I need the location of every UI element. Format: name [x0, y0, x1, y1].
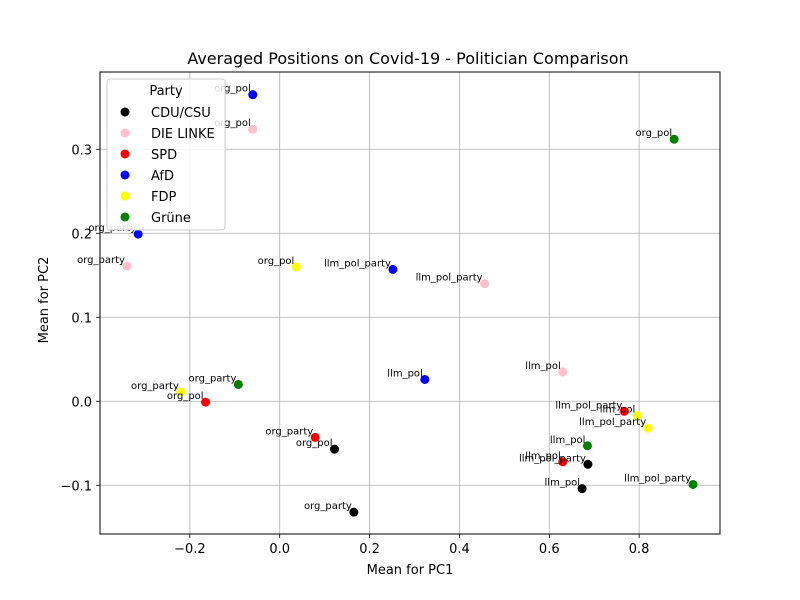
legend-title: Party	[149, 84, 183, 99]
y-axis-title: Mean for PC2	[37, 257, 52, 344]
point-label: org_pol	[167, 391, 204, 402]
x-tick-label: 0.8	[629, 542, 650, 557]
point-label: org_party	[131, 381, 179, 392]
data-point	[688, 479, 698, 489]
data-point	[577, 484, 587, 494]
legend-entry: SPD	[151, 148, 177, 163]
point-label: org_pol	[214, 84, 251, 95]
data-point	[291, 262, 301, 272]
x-tick-label: 0.0	[269, 542, 290, 557]
data-point	[669, 134, 679, 144]
data-point	[310, 432, 320, 442]
legend-marker	[120, 191, 130, 201]
point-label: llm_pol_party	[555, 400, 622, 411]
data-point	[133, 229, 143, 239]
point-label: llm_pol_party	[324, 258, 391, 269]
data-point	[619, 406, 629, 416]
point-label: llm_pol	[525, 361, 561, 372]
point-label: llm_pol	[600, 405, 636, 416]
plot-frame	[99, 71, 721, 535]
x-tick-label: −0.2	[174, 542, 206, 557]
data-point	[201, 397, 211, 407]
y-tick-label: 0.2	[71, 227, 92, 242]
x-axis-title: Mean for PC1	[367, 563, 454, 578]
data-point	[582, 441, 592, 451]
y-tick-label: 0.1	[71, 311, 92, 326]
legend-marker	[120, 107, 130, 117]
point-label: org_pol	[636, 128, 673, 139]
y-tick-label: 0.0	[71, 395, 92, 410]
point-label: llm_pol	[525, 451, 561, 462]
data-point	[388, 264, 398, 274]
point-label: org_party	[189, 373, 237, 384]
point-label: org_pol	[296, 438, 333, 449]
data-point	[420, 374, 430, 384]
y-tick-label: −0.1	[60, 479, 92, 494]
data-point	[248, 90, 258, 100]
point-label: org_party	[304, 501, 352, 512]
point-label: org_pol	[258, 256, 295, 267]
data-point	[176, 387, 186, 397]
point-label: org_pol	[214, 118, 251, 129]
point-label: llm_pol_party	[519, 453, 586, 464]
data-point	[233, 379, 243, 389]
axis-ticks: −0.2 0.0 0.2 0.4 0.6 0.8 −0.1 0.0 0.1 0.2 0.3	[60, 143, 649, 557]
data-point	[632, 411, 642, 421]
point-label: llm_pol	[387, 368, 423, 379]
data-point	[480, 279, 490, 289]
point-label: llm_pol_party	[416, 273, 483, 284]
point-label: org_party	[77, 255, 125, 266]
legend: Party CDU/CSU DIE LINKE SPD AfD FDP Grüne	[106, 78, 226, 231]
data-point	[349, 507, 359, 517]
data-point	[558, 367, 568, 377]
legend-entry: Grüne	[151, 211, 191, 226]
data-point	[558, 457, 568, 467]
legend-marker	[120, 170, 130, 180]
data-point	[330, 444, 340, 454]
legend-marker	[120, 212, 130, 222]
point-label: llm_pol_party	[624, 473, 691, 484]
legend-entry: CDU/CSU	[151, 106, 211, 121]
y-tick-label: 0.3	[71, 143, 92, 158]
point-label: llm_pol_party	[579, 417, 646, 428]
legend-marker	[120, 149, 130, 159]
data-point	[248, 124, 258, 134]
data-point	[122, 261, 132, 271]
point-label: llm_pol	[545, 478, 581, 489]
point-label: org_party	[265, 426, 313, 437]
legend-entry: AfD	[151, 169, 174, 184]
data-point	[643, 423, 653, 433]
legend-entry: FDP	[151, 190, 176, 205]
legend-entry: DIE LINKE	[151, 127, 215, 142]
point-label: llm_pol	[550, 435, 586, 446]
data-point	[583, 459, 593, 469]
data-points	[122, 90, 698, 517]
legend-marker	[120, 128, 130, 138]
chart-title: Averaged Positions on Covid-19 - Politic…	[187, 49, 628, 68]
x-tick-label: 0.2	[359, 542, 380, 557]
legend-box	[106, 78, 226, 231]
x-tick-label: 0.6	[539, 542, 560, 557]
x-tick-label: 0.4	[449, 542, 470, 557]
